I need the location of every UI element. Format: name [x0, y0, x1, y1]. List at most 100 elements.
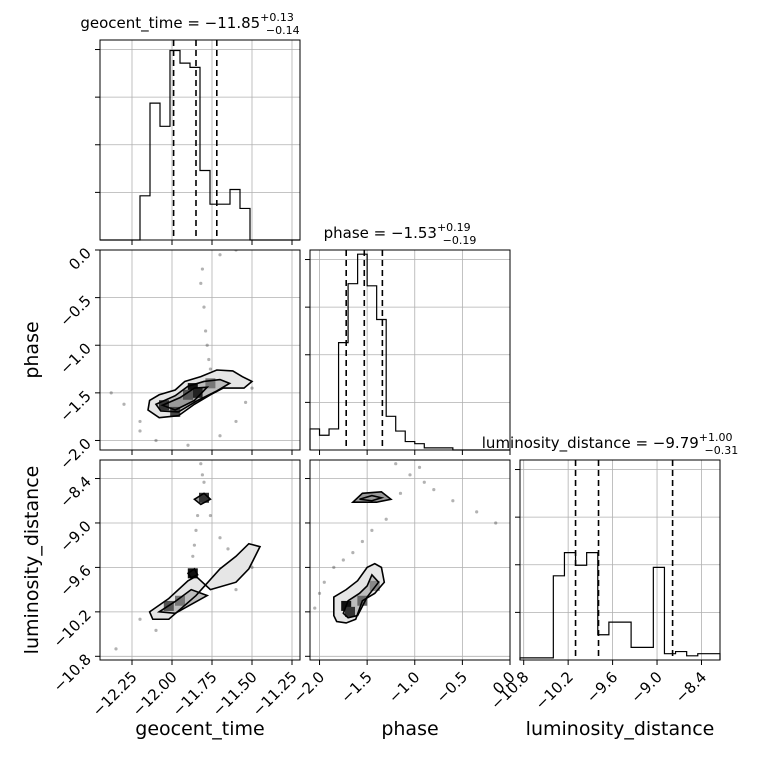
- scatter-point: [138, 429, 142, 433]
- panel-background: [310, 460, 510, 660]
- scatter-point: [199, 281, 203, 285]
- x-axis-label-luminosity-distance: luminosity_distance: [526, 718, 715, 740]
- title-value: phase = −1.53: [324, 224, 437, 242]
- panel-frame: [99, 39, 301, 241]
- y-tick-label: −0.5: [56, 292, 94, 330]
- scatter-point: [138, 617, 142, 621]
- scatter-point: [218, 536, 222, 540]
- scatter-point: [194, 528, 198, 532]
- panel-title: phase = −1.53+0.19 −0.19: [324, 221, 477, 247]
- scatter-point: [186, 443, 190, 447]
- y-tick-label: −1.5: [56, 387, 94, 425]
- y-tick-label: −8.4: [56, 473, 94, 511]
- scatter-point: [192, 543, 196, 547]
- scatter-point: [250, 565, 254, 570]
- histogram-step: [519, 552, 721, 660]
- scatter-point: [313, 606, 317, 610]
- contour-line: [160, 386, 210, 411]
- panel-content: [114, 462, 262, 651]
- 2d-panel-geocent-time-vs-phase: −2.0 −1.5 −1.0 −0.5 0.0: [56, 244, 301, 473]
- scatter-point: [122, 402, 126, 406]
- x-tick-label: −10.2: [532, 668, 577, 713]
- contour-line: [359, 494, 385, 502]
- density-block: [175, 595, 185, 606]
- histogram-step: [100, 49, 300, 241]
- y-axis-label-luminosity-distance: luminosity_distance: [21, 466, 43, 655]
- panel-background: [100, 460, 300, 660]
- contour-line: [148, 542, 262, 621]
- contour-line: [193, 492, 212, 506]
- panel-background: [100, 250, 300, 450]
- scatter-point: [432, 488, 436, 492]
- contour-line: [350, 491, 393, 504]
- scatter-point: [154, 628, 158, 632]
- 2d-panel-phase-vs-luminosity-distance: −2.0 −1.5 −1.0 −0.5 0.0: [290, 459, 519, 707]
- histogram-panel-geocent-time: geocent_time = −11.85+0.13 −0.14: [80, 11, 301, 245]
- y-axis-label-phase: phase: [21, 321, 43, 378]
- scatter-point: [202, 480, 206, 484]
- panel-content: [313, 462, 498, 624]
- contour-line: [342, 573, 380, 619]
- x-tick-label: −2.0: [290, 668, 328, 706]
- title-value: luminosity_distance = −9.79: [482, 434, 699, 453]
- scatter-point: [218, 253, 222, 257]
- contour-line: [154, 378, 232, 413]
- y-tick-label: −1.0: [56, 339, 94, 377]
- scatter-point: [234, 588, 238, 592]
- scatter-point: [422, 480, 426, 484]
- contour-line: [147, 369, 254, 419]
- scatter-point: [208, 367, 212, 371]
- scatter-point: [207, 357, 211, 362]
- scatter-point: [199, 462, 203, 466]
- scatter-point: [398, 491, 403, 495]
- y-tick-label: −10.8: [50, 650, 95, 695]
- histogram-panel-luminosity-distance: −10.8 −10.2 −9.6 −9.0 −8.4luminosity_distanc…: [482, 431, 738, 713]
- panel-background: [520, 460, 720, 660]
- density-block: [199, 492, 209, 503]
- scatter-point: [234, 419, 238, 424]
- contour-line: [156, 588, 210, 615]
- x-tick-label: −1.5: [337, 668, 375, 706]
- scatter-point: [317, 591, 322, 595]
- scatter-point: [394, 462, 398, 466]
- scatter-point: [205, 343, 209, 347]
- density-block: [192, 387, 203, 398]
- title-lower-error: −0.31: [705, 444, 739, 457]
- panel-title: geocent_time = −11.85+0.13 −0.14: [80, 11, 299, 37]
- scatter-point: [360, 539, 364, 544]
- scatter-point: [218, 434, 222, 438]
- panel-frame: [99, 459, 301, 661]
- title-lower-error: −0.19: [443, 234, 477, 247]
- title-upper-error: +0.19: [437, 221, 471, 234]
- scatter-point: [351, 550, 355, 555]
- scatter-point: [226, 547, 230, 551]
- y-tick-label: −2.0: [56, 435, 94, 473]
- x-axis-label-geocent-time: geocent_time: [135, 718, 264, 740]
- density-block: [183, 389, 193, 400]
- title-upper-error: +0.13: [260, 11, 294, 24]
- scatter-point: [475, 510, 479, 514]
- scatter-point: [191, 554, 195, 558]
- y-tick-label: −9.0: [56, 517, 94, 555]
- scatter-point: [250, 386, 254, 390]
- x-tick-label: −1.0: [385, 668, 423, 706]
- histogram-panel-phase: phase = −1.53+0.19 −0.19: [305, 221, 511, 455]
- density-block: [187, 568, 198, 579]
- y-tick-label: −9.6: [56, 562, 94, 600]
- scatter-point: [196, 513, 200, 518]
- scatter-point: [208, 513, 212, 518]
- x-tick-label: −0.5: [433, 668, 471, 706]
- x-tick-label: −8.4: [672, 668, 710, 706]
- density-block: [345, 606, 355, 617]
- panel-frame: [99, 249, 301, 451]
- scatter-point: [332, 565, 336, 570]
- scatter-point: [322, 580, 326, 584]
- panel-frame: [519, 459, 721, 661]
- scatter-point: [341, 558, 345, 562]
- scatter-point: [384, 517, 388, 521]
- scatter-point: [408, 473, 412, 477]
- panel-content: [109, 250, 254, 447]
- y-tick-label: 0.0: [65, 244, 95, 274]
- x-axis-label-phase: phase: [381, 718, 438, 740]
